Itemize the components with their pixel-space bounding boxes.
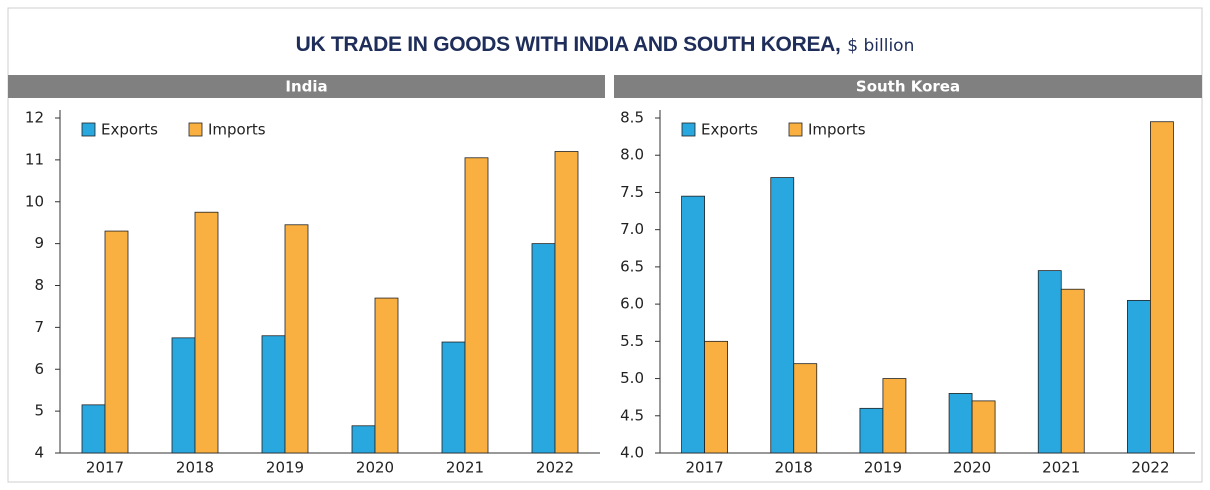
y-tick-label: 12 [25,109,44,127]
y-tick-label: 8.0 [620,146,644,164]
bar [1060,288,1085,454]
panel-title: India [285,78,327,96]
x-tick-label: 2020 [953,459,991,477]
x-tick-label: 2019 [266,459,304,477]
x-tick-label: 2017 [86,459,124,477]
y-tick-label: 8 [34,276,44,294]
y-tick-label: 9 [34,234,44,252]
title: UK TRADE IN GOODS WITH INDIA AND SOUTH K… [295,33,841,56]
bar [793,363,818,454]
bar [1127,299,1151,454]
bar [531,243,556,454]
legend-label: Exports [101,121,158,139]
panel-title: South Korea [856,78,960,96]
bar [971,400,996,454]
legend-label: Exports [701,121,758,139]
x-tick-label: 2021 [446,459,484,477]
bar [554,151,579,454]
bar [1037,270,1062,454]
legend-swatch [788,122,803,137]
bar [704,340,728,454]
y-tick-label: 8.5 [620,109,644,127]
bar [770,177,795,454]
y-tick-label: 4.5 [620,406,644,424]
subtitle: $ billion [847,36,915,56]
y-tick-label: 11 [25,150,44,168]
bar [1150,121,1174,454]
y-tick-label: 7 [34,318,44,336]
bar [194,211,219,454]
legend-label: Imports [208,121,266,139]
title-row: UK TRADE IN GOODS WITH INDIA AND SOUTH K… [0,32,1210,57]
bar [104,230,129,454]
x-tick-label: 2022 [536,459,574,477]
legend-swatch [188,122,203,137]
x-tick-label: 2019 [864,459,902,477]
y-tick-label: 5 [34,402,44,420]
bar [171,337,196,454]
bar [681,195,705,454]
y-tick-label: 7.0 [620,220,644,238]
y-tick-label: 6.5 [620,257,644,275]
legend-label: Imports [808,121,866,139]
y-tick-label: 6 [34,360,44,378]
bar [948,393,973,454]
bar [882,378,907,454]
bar [374,297,399,454]
x-tick-label: 2021 [1042,459,1080,477]
y-tick-label: 10 [25,192,44,210]
panel-header [614,75,1202,98]
y-tick-label: 5.0 [620,369,644,387]
y-tick-label: 6.0 [620,295,644,313]
legend-swatch [681,122,696,137]
y-tick-label: 4.0 [620,444,644,462]
bar [81,404,106,454]
x-tick-label: 2018 [176,459,214,477]
panel-header [8,75,605,98]
y-tick-label: 4 [34,444,44,462]
legend-swatch [81,122,96,137]
x-tick-label: 2020 [356,459,394,477]
bar [284,224,309,454]
bar [351,425,376,454]
frame [7,7,1203,483]
x-tick-label: 2017 [685,459,723,477]
bar [859,407,884,454]
bar [441,341,466,454]
x-tick-label: 2022 [1131,459,1169,477]
x-tick-label: 2018 [775,459,813,477]
bar [464,157,489,454]
y-tick-label: 7.5 [620,183,644,201]
bar [261,335,286,454]
y-tick-label: 5.5 [620,332,644,350]
